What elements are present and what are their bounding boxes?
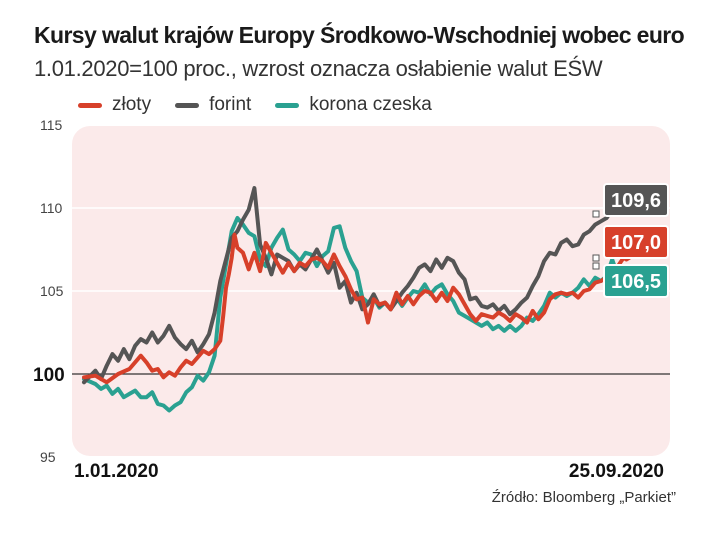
y-tick-label-115: 115 <box>40 117 63 133</box>
y-tick-label-100: 100 <box>33 365 65 386</box>
end-marker-forint <box>592 210 600 218</box>
source-note: Źródło: Bloomberg „Parkiet” <box>491 489 676 506</box>
chart-subtitle: 1.01.2020=100 proc., wzrost oznacza osła… <box>34 56 603 81</box>
legend-label-korona: korona czeska <box>309 94 432 115</box>
y-tick-label-110: 110 <box>40 200 63 216</box>
x-axis-ticks: 1.01.2020 25.09.2020 <box>74 461 664 482</box>
end-label-box-forint <box>603 183 669 217</box>
end-label-forint: 109,6 <box>611 190 661 212</box>
x-tick-label-start: 1.01.2020 <box>74 461 159 482</box>
series-line-korona <box>82 216 626 413</box>
y-tick-label-95: 95 <box>40 449 56 465</box>
end-label-zloty: 107,0 <box>611 232 661 254</box>
legend: złoty forint korona czeska <box>78 94 432 116</box>
x-tick-label-end: 25.09.2020 <box>569 461 664 482</box>
end-marker-korona <box>592 262 600 270</box>
end-marker-zloty <box>592 254 600 262</box>
series-line-zloty <box>82 232 632 385</box>
legend-item-forint: forint <box>175 94 251 116</box>
end-label-box-zloty <box>603 225 669 259</box>
series-line-forint <box>82 186 626 385</box>
end-label-korona: 106,5 <box>611 271 661 293</box>
y-tick-label-105: 105 <box>40 283 64 299</box>
legend-label-forint: forint <box>209 94 252 115</box>
legend-swatch-zloty <box>78 102 102 108</box>
legend-swatch-korona <box>275 102 300 108</box>
end-labels: 109,6 107,0 106,5 <box>592 183 669 298</box>
legend-item-zloty: złoty <box>78 94 151 116</box>
end-label-box-korona <box>603 264 669 298</box>
y-axis-ticks: 95 100 105 110 115 <box>33 117 65 465</box>
legend-label-zloty: złoty <box>112 94 152 115</box>
series-lines <box>82 186 632 413</box>
legend-swatch-forint <box>175 102 200 108</box>
chart-title: Kursy walut krajów Europy Środkowo-Wscho… <box>34 22 685 48</box>
legend-item-korona: korona czeska <box>275 94 432 116</box>
